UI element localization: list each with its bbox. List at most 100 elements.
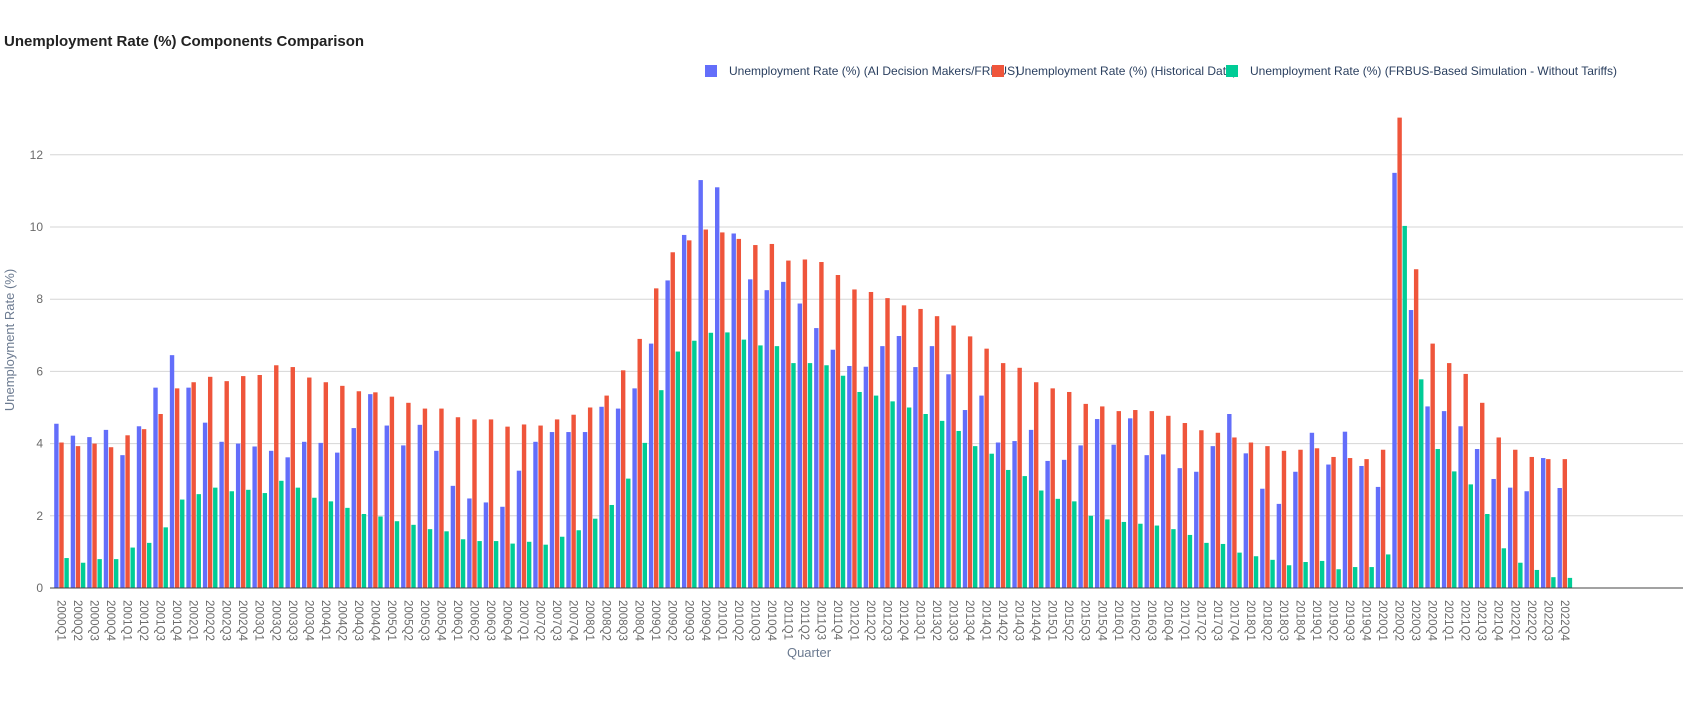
y-tick-label: 12 <box>30 148 44 162</box>
bar-ai <box>153 387 158 588</box>
x-tick-label: 2020Q3 <box>1409 600 1421 641</box>
bar-ai <box>1557 488 1562 588</box>
x-tick-label: 2016Q4 <box>1161 600 1173 642</box>
bar-simulation <box>1072 501 1077 588</box>
bar-simulation <box>1204 542 1209 588</box>
bar-ai <box>1094 419 1100 588</box>
legend-item-ai-decision-makers[interactable]: Unemployment Rate (%) (AI Decision Maker… <box>705 63 1019 79</box>
x-tick-label: 2010Q1 <box>715 600 727 641</box>
x-tick-label: 2005Q2 <box>401 600 413 641</box>
x-tick-label: 2001Q4 <box>170 600 182 642</box>
x-tick-label: 2007Q3 <box>550 600 562 641</box>
x-tick-label: 2015Q1 <box>1046 600 1058 641</box>
bar-ai <box>896 336 902 588</box>
x-tick-label: 2019Q3 <box>1343 600 1355 641</box>
x-tick-label: 2013Q1 <box>914 600 926 641</box>
bar-ai <box>715 187 720 589</box>
bar-simulation <box>411 524 416 588</box>
bar-simulation <box>725 332 730 588</box>
bar-historical <box>885 298 890 588</box>
bar-historical <box>521 424 527 588</box>
x-tick-label: 2001Q3 <box>154 600 166 641</box>
bar-historical <box>59 442 64 588</box>
bar-simulation <box>1518 562 1523 588</box>
bar-ai <box>434 450 439 588</box>
bar-simulation <box>840 375 846 588</box>
bar-historical <box>951 325 956 588</box>
bar-historical <box>323 382 329 588</box>
bar-simulation <box>791 363 796 588</box>
bar-ai <box>186 387 191 588</box>
legend-item-frbus-simulation[interactable]: Unemployment Rate (%) (FRBUS-Based Simul… <box>1226 63 1617 79</box>
x-tick-label: 2022Q4 <box>1558 600 1570 642</box>
bar-ai <box>1028 429 1034 588</box>
bar-historical <box>1463 373 1468 588</box>
bar-ai <box>1210 446 1215 588</box>
x-tick-label: 2004Q3 <box>352 600 364 641</box>
x-tick-label: 2020Q2 <box>1393 600 1405 641</box>
bar-historical <box>1480 402 1485 588</box>
x-tick-label: 2019Q1 <box>1310 600 1322 641</box>
x-tick-label: 2021Q1 <box>1442 600 1454 641</box>
x-tick-label: 2011Q2 <box>798 600 810 640</box>
legend-label-ai-decision-makers: Unemployment Rate (%) (AI Decision Maker… <box>729 64 1020 78</box>
bar-simulation <box>1253 556 1259 588</box>
bar-historical <box>1199 430 1204 588</box>
bar-simulation <box>675 351 681 588</box>
bar-simulation <box>642 442 647 588</box>
bar-ai <box>1161 454 1166 588</box>
chart-legend: Unemployment Rate (%) (AI Decision Maker… <box>0 0 1683 90</box>
bar-ai <box>962 410 968 588</box>
bar-simulation <box>510 543 515 588</box>
bar-historical <box>1413 269 1419 588</box>
y-tick-label: 8 <box>36 292 43 306</box>
bar-historical <box>1496 437 1501 588</box>
bar-historical <box>92 443 97 588</box>
bar-ai <box>814 328 819 588</box>
x-tick-label: 2016Q1 <box>1112 600 1124 641</box>
bar-historical <box>406 402 411 588</box>
x-tick-label: 2022Q2 <box>1525 600 1537 641</box>
legend-item-historical-data[interactable]: Unemployment Rate (%) (Historical Data) <box>992 63 1237 79</box>
bar-historical <box>720 232 725 589</box>
bar-historical <box>967 336 973 588</box>
x-tick-label: 2018Q2 <box>1260 600 1272 641</box>
x-tick-label: 2006Q3 <box>484 600 496 641</box>
bar-ai <box>665 280 670 588</box>
bar-simulation <box>857 391 862 588</box>
bar-simulation <box>279 480 284 588</box>
bar-historical <box>207 376 213 588</box>
bar-simulation <box>493 541 499 588</box>
bar-ai <box>500 506 505 588</box>
bar-simulation <box>97 559 102 588</box>
bar-simulation <box>295 487 301 588</box>
x-tick-label: 2001Q1 <box>121 600 133 641</box>
bar-historical <box>373 392 378 588</box>
bar-historical <box>604 395 609 588</box>
bar-simulation <box>1039 490 1044 588</box>
bar-simulation <box>1088 515 1094 588</box>
bar-ai <box>681 234 687 588</box>
bar-simulation <box>873 395 879 588</box>
bar-simulation <box>1286 565 1292 588</box>
bar-historical <box>852 289 857 588</box>
bar-simulation <box>906 407 912 588</box>
bar-ai <box>169 355 175 588</box>
bar-historical <box>918 308 923 588</box>
bar-simulation <box>1534 569 1540 588</box>
bar-simulation <box>130 547 135 588</box>
bar-simulation <box>345 507 350 588</box>
bar-simulation <box>312 497 317 588</box>
bar-ai <box>467 498 472 588</box>
bar-ai <box>1425 406 1430 588</box>
bar-ai <box>632 388 637 588</box>
bar-historical <box>1529 456 1534 588</box>
bar-ai <box>847 365 852 588</box>
bar-historical <box>670 252 675 588</box>
bar-historical <box>1000 363 1006 588</box>
bar-ai <box>830 349 836 588</box>
bar-ai <box>1491 478 1496 588</box>
bar-ai <box>1441 411 1447 588</box>
bar-ai <box>1276 503 1282 588</box>
